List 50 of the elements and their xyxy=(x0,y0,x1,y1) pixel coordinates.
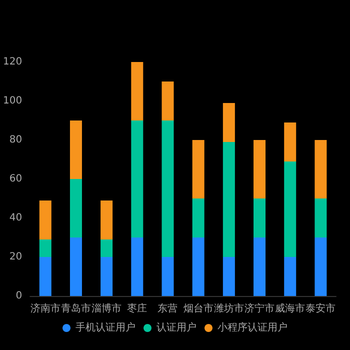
bar xyxy=(192,198,204,238)
x-tick-label: 济宁市 xyxy=(244,302,275,314)
legend-label: 手机认证用户 xyxy=(76,322,136,334)
bar xyxy=(222,102,235,142)
y-tick-label: 120 xyxy=(2,56,22,68)
bar xyxy=(314,140,327,198)
legend-label: 认证用户 xyxy=(156,322,196,334)
bar xyxy=(39,257,52,296)
bar xyxy=(131,238,144,296)
bar xyxy=(284,122,296,162)
y-tick-label: 0 xyxy=(16,290,22,302)
x-tick-label: 烟台市 xyxy=(183,302,214,314)
bar xyxy=(39,200,52,240)
bar xyxy=(254,140,266,198)
bar xyxy=(314,198,327,238)
bar xyxy=(131,120,144,238)
y-tick-label: 40 xyxy=(9,212,22,224)
x-tick-label: 泰安市 xyxy=(306,302,336,314)
bar xyxy=(70,179,82,238)
bar xyxy=(254,238,266,296)
x-tick-label: 东营 xyxy=(158,302,178,314)
bar xyxy=(162,82,174,120)
y-tick-label: 20 xyxy=(9,252,22,262)
bar xyxy=(100,239,113,257)
x-tick-label: 潍坊市 xyxy=(214,302,244,314)
bar xyxy=(100,200,113,240)
bar xyxy=(100,257,113,296)
bar xyxy=(254,198,266,238)
bar xyxy=(222,142,235,257)
bar xyxy=(162,257,174,296)
bar xyxy=(284,161,296,257)
bar xyxy=(192,238,204,296)
bar xyxy=(284,257,296,296)
x-tick-label: 淄博市 xyxy=(92,302,122,314)
x-tick-label: 枣庄 xyxy=(127,302,148,314)
bar xyxy=(192,140,204,198)
bar xyxy=(39,239,52,257)
y-tick-label: 80 xyxy=(9,134,22,146)
legend-label: 小程序认证用户 xyxy=(218,322,288,334)
y-tick-label: 100 xyxy=(2,96,22,106)
x-tick-label: 威海市 xyxy=(275,302,306,314)
bar xyxy=(131,62,144,120)
x-tick-label: 济南市 xyxy=(30,302,60,314)
y-tick-label: 60 xyxy=(9,174,22,184)
x-tick-label: 青岛市 xyxy=(60,302,91,314)
bar xyxy=(70,238,82,296)
bar xyxy=(222,257,235,296)
bar xyxy=(162,120,174,257)
bar xyxy=(314,238,327,296)
bar xyxy=(70,120,82,179)
